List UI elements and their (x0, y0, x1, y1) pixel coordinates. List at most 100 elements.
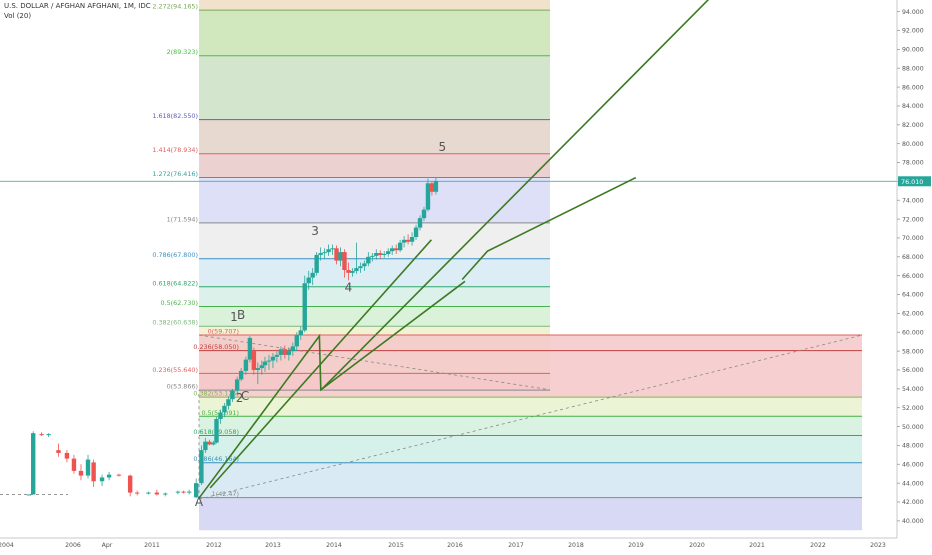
wave-label: C (241, 389, 249, 403)
candle-body (116, 474, 122, 476)
candle-body (278, 349, 284, 355)
x-tick-label: 2020 (689, 542, 705, 549)
fib-ret-zone (199, 416, 862, 436)
y-tick-label: 80.000 (902, 141, 924, 148)
fib-ext-label: 0(53.866) (167, 383, 198, 391)
y-tick-label: 60.000 (902, 329, 924, 336)
y-tick-label: 74.000 (902, 197, 924, 204)
candle-body (99, 477, 105, 482)
x-tick-label: Apr (102, 542, 113, 549)
candle-body (282, 349, 288, 355)
candle-body (342, 252, 347, 271)
y-tick-label: 86.000 (902, 84, 924, 91)
x-tick-label: 2019 (628, 542, 644, 549)
candle-body (322, 252, 327, 254)
fib-ext-label: 2.272(94.165) (152, 3, 198, 11)
candle-body (262, 361, 268, 366)
candle-body (134, 492, 140, 494)
candle-body (64, 452, 70, 459)
fib-ext-zone (199, 153, 550, 178)
fib-ext-zone (199, 258, 550, 287)
y-tick-label: 42.000 (902, 499, 924, 506)
candle-body (230, 390, 235, 400)
candle-body (358, 266, 363, 269)
candle-body (409, 237, 415, 242)
candle-body (286, 351, 292, 355)
candle-body (417, 218, 423, 228)
y-axis-panel (897, 0, 932, 550)
candle-body (314, 254, 319, 273)
x-tick-label: 2016 (447, 542, 463, 549)
candle-body (238, 370, 244, 380)
candle-body (401, 239, 407, 243)
candle-body (405, 239, 411, 242)
y-tick-label: 88.000 (902, 65, 924, 72)
candle-body (259, 365, 265, 369)
fib-ext-zone (199, 286, 550, 307)
dashed-trend-line (198, 334, 551, 391)
candle-body (290, 346, 296, 352)
y-tick-label: 92.000 (902, 28, 924, 35)
candle-body (181, 491, 186, 493)
y-tick-label: 66.000 (902, 273, 924, 280)
candle-body (85, 459, 91, 476)
fib-ret-label: 0.786(46.164) (193, 455, 239, 463)
fib-ext-zone (199, 0, 550, 11)
fib-ext-label: 0.5(62.730) (160, 299, 198, 307)
last-price-tag-label: 76.010 (901, 178, 923, 186)
fib-ext-label: 2(89.323) (167, 48, 198, 56)
candle-body (255, 368, 261, 370)
candle-body (310, 272, 315, 278)
candle-body (378, 253, 383, 255)
candle-body (154, 492, 160, 495)
candle-body (251, 351, 257, 370)
wave-line (321, 0, 710, 390)
y-tick-label: 52.000 (902, 405, 924, 412)
candle-body (199, 450, 204, 484)
y-tick-label: 82.000 (902, 122, 924, 129)
y-tick-label: 94.000 (902, 9, 924, 16)
wave-label: B (237, 308, 245, 322)
candle-body (374, 253, 379, 256)
fib-ext-zone (199, 306, 550, 327)
candle-body (334, 248, 339, 261)
volume-indicator-label[interactable]: Vol (20) (4, 12, 32, 20)
candle-body (366, 256, 371, 264)
x-tick-label: 2013 (265, 542, 281, 549)
x-tick-label: 2017 (508, 542, 524, 549)
candle-body (413, 227, 419, 238)
candle-body (175, 491, 181, 493)
candle-body (266, 360, 272, 362)
y-tick-label: 40.000 (902, 518, 924, 525)
y-tick-label: 56.000 (902, 367, 924, 374)
y-tick-label: 68.000 (902, 254, 924, 261)
candle-body (78, 470, 84, 476)
fib-ext-label: 1.272(76.416) (152, 170, 198, 178)
candle-body (218, 412, 223, 420)
candle-body (234, 379, 240, 391)
x-tick-label: 2006 (65, 542, 81, 549)
candle-body (56, 450, 61, 453)
fib-ext-zone (199, 10, 550, 56)
y-tick-label: 54.000 (902, 386, 924, 393)
fib-ret-zone (199, 497, 862, 531)
candle-body (214, 419, 219, 443)
candle-body (382, 253, 387, 255)
candle-body (222, 405, 227, 413)
candle-body (193, 483, 199, 498)
x-axis-panel (0, 538, 932, 550)
y-tick-label: 90.000 (902, 47, 924, 54)
candle-body (186, 491, 192, 493)
fib-ext-label: 1.414(78.934) (152, 146, 198, 154)
candle-body (429, 183, 435, 192)
x-tick-label: 2023 (870, 542, 886, 549)
wave-label: 3 (311, 224, 319, 238)
candle-body (306, 277, 311, 284)
candle-body (370, 255, 375, 257)
fib-ext-label: 0.236(55.640) (152, 366, 198, 374)
candle-body (31, 433, 36, 495)
y-tick-label: 58.000 (902, 348, 924, 355)
candle-body (302, 283, 307, 331)
wave-line (209, 239, 432, 489)
